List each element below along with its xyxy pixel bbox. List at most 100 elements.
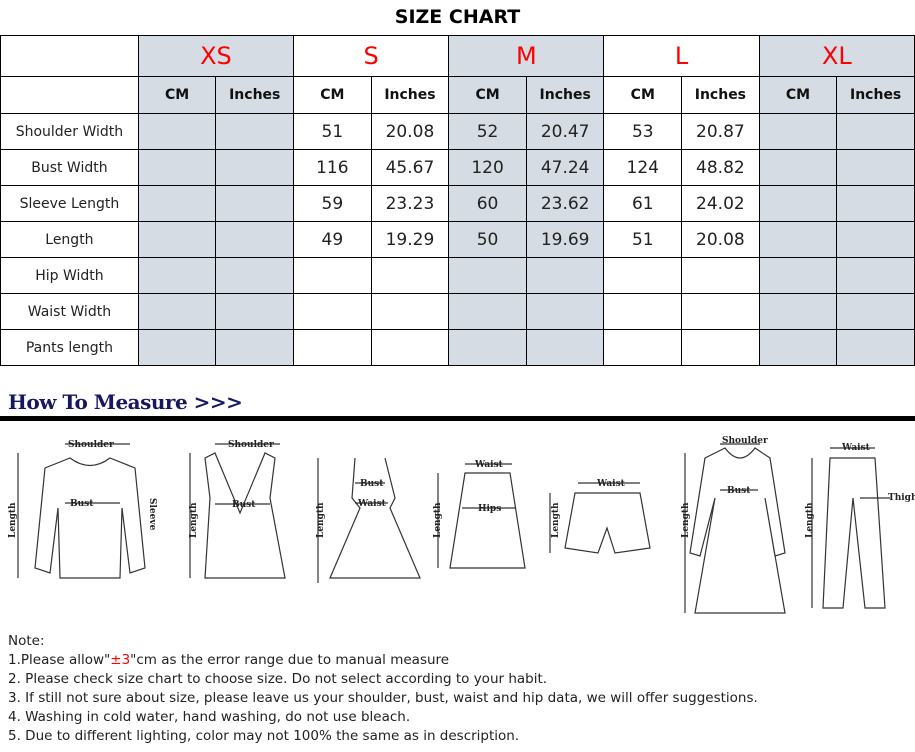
unit-header: Inches: [525, 76, 605, 114]
table-cell: 20.47: [525, 113, 605, 150]
note-2: 2. Please check size chart to choose siz…: [8, 671, 548, 687]
table-cell: [681, 257, 760, 294]
measure-label: Hips: [478, 504, 501, 514]
measure-label: Sleeve: [147, 498, 157, 531]
table-cell: [293, 257, 372, 294]
table-cell: 47.24: [525, 149, 605, 186]
table-cell: 124: [603, 149, 683, 186]
row-label: Length: [0, 221, 139, 258]
measure-label: Length: [189, 502, 199, 538]
measure-label: Bust: [360, 479, 384, 489]
table-cell: 20.08: [681, 221, 760, 258]
measure-label: Length: [8, 502, 18, 538]
row-label: Pants length: [0, 329, 139, 366]
table-cell: [758, 221, 838, 258]
table-cell: 53: [603, 113, 683, 150]
unit-header: Inches: [215, 76, 295, 114]
table-cell: [758, 329, 838, 366]
table-cell: [137, 221, 217, 258]
size-header: L: [603, 35, 760, 77]
unit-header: CM: [137, 76, 217, 114]
table-cell: [137, 113, 217, 150]
shorts-figure: [549, 482, 651, 554]
table-cell: [137, 293, 217, 330]
measure-label: Shoulder: [228, 440, 274, 450]
table-cell: [836, 257, 915, 294]
table-cell: 19.29: [370, 221, 450, 258]
measure-label: Length: [681, 502, 691, 538]
table-cell: 23.62: [525, 185, 605, 222]
size-chart-table: XS S M L XL CM Inches CM Inches CM Inches CM Inches C…: [0, 35, 915, 366]
table-cell: [758, 113, 838, 150]
table-cell: [836, 113, 915, 150]
row-label: Hip Width: [0, 257, 139, 294]
table-cell: [137, 149, 217, 186]
measure-label: Shoulder: [722, 436, 768, 446]
table-cell: [137, 257, 217, 294]
how-to-measure-heading: How To Measure >>>: [8, 390, 243, 414]
measure-label: Waist: [357, 499, 387, 509]
unit-header: CM: [293, 76, 372, 114]
table-row: Sleeve Length 59 23.23 60 23.62 61 24.02: [0, 185, 915, 222]
table-cell: [215, 149, 295, 186]
row-label: Sleeve Length: [0, 185, 139, 222]
table-cell: [836, 293, 915, 330]
table-row: Pants length: [0, 329, 915, 366]
table-cell: 50: [448, 221, 527, 258]
measure-label: Waist: [474, 460, 504, 470]
notes: Note: 1.Please allow"±3"cm as the error …: [8, 632, 758, 746]
table-cell: [448, 257, 527, 294]
table-cell: [370, 329, 450, 366]
table-cell: [836, 221, 915, 258]
table-cell: [681, 329, 760, 366]
table-cell: 61: [603, 185, 683, 222]
measure-label: Length: [551, 502, 561, 538]
table-row: Length 49 19.29 50 19.69 51 20.08: [0, 221, 915, 258]
unit-header: Inches: [370, 76, 450, 114]
table-cell: [448, 293, 527, 330]
measure-label: Thigh: [888, 493, 915, 503]
measure-label: Waist: [596, 479, 626, 489]
table-cell: [215, 221, 295, 258]
table-cell: 51: [293, 113, 372, 150]
table-cell: 51: [603, 221, 683, 258]
table-cell: [758, 149, 838, 186]
table-cell: [836, 185, 915, 222]
measure-label: Length: [805, 502, 815, 538]
page-title: SIZE CHART: [394, 6, 521, 28]
table-cell: 120: [448, 149, 527, 186]
size-header: S: [293, 35, 450, 77]
dress-figure: [317, 457, 421, 583]
unit-header: Inches: [681, 76, 760, 114]
row-label: Shoulder Width: [0, 113, 139, 150]
table-cell: [215, 257, 295, 294]
table-cell: 24.02: [681, 185, 760, 222]
note-4: 4. Washing in cold water, hand washing, …: [8, 709, 411, 725]
table-cell: [758, 257, 838, 294]
measurement-illustrations: Shoulder Bust Sleeve Length Shoulder Bust Le…: [8, 436, 915, 614]
table-row: Waist Width: [0, 293, 915, 330]
measure-label: ±3: [110, 652, 131, 668]
table-row: Shoulder Width 51 20.08 52 20.47 53 20.87: [0, 113, 915, 150]
table-cell: 23.23: [370, 185, 450, 222]
table-row: Hip Width: [0, 257, 915, 294]
size-header: XL: [758, 35, 915, 77]
table-cell: [603, 293, 683, 330]
table-cell: 60: [448, 185, 527, 222]
table-cell: [836, 149, 915, 186]
table-cell: 59: [293, 185, 372, 222]
measure-label: Shoulder: [68, 440, 114, 450]
note-3: 3. If still not sure about size, please …: [8, 690, 758, 706]
table-cell: [525, 293, 605, 330]
unit-header: CM: [448, 76, 527, 114]
table-cell: [603, 329, 683, 366]
table-cell: [448, 329, 527, 366]
note-5: 5. Due to different lighting, color may …: [8, 728, 520, 744]
measure-label: Bust: [70, 499, 94, 509]
table-cell: [370, 257, 450, 294]
table-cell: [836, 329, 915, 366]
table-cell: [603, 257, 683, 294]
table-cell: 52: [448, 113, 527, 150]
unit-header: CM: [603, 76, 683, 114]
table-cell: [758, 185, 838, 222]
